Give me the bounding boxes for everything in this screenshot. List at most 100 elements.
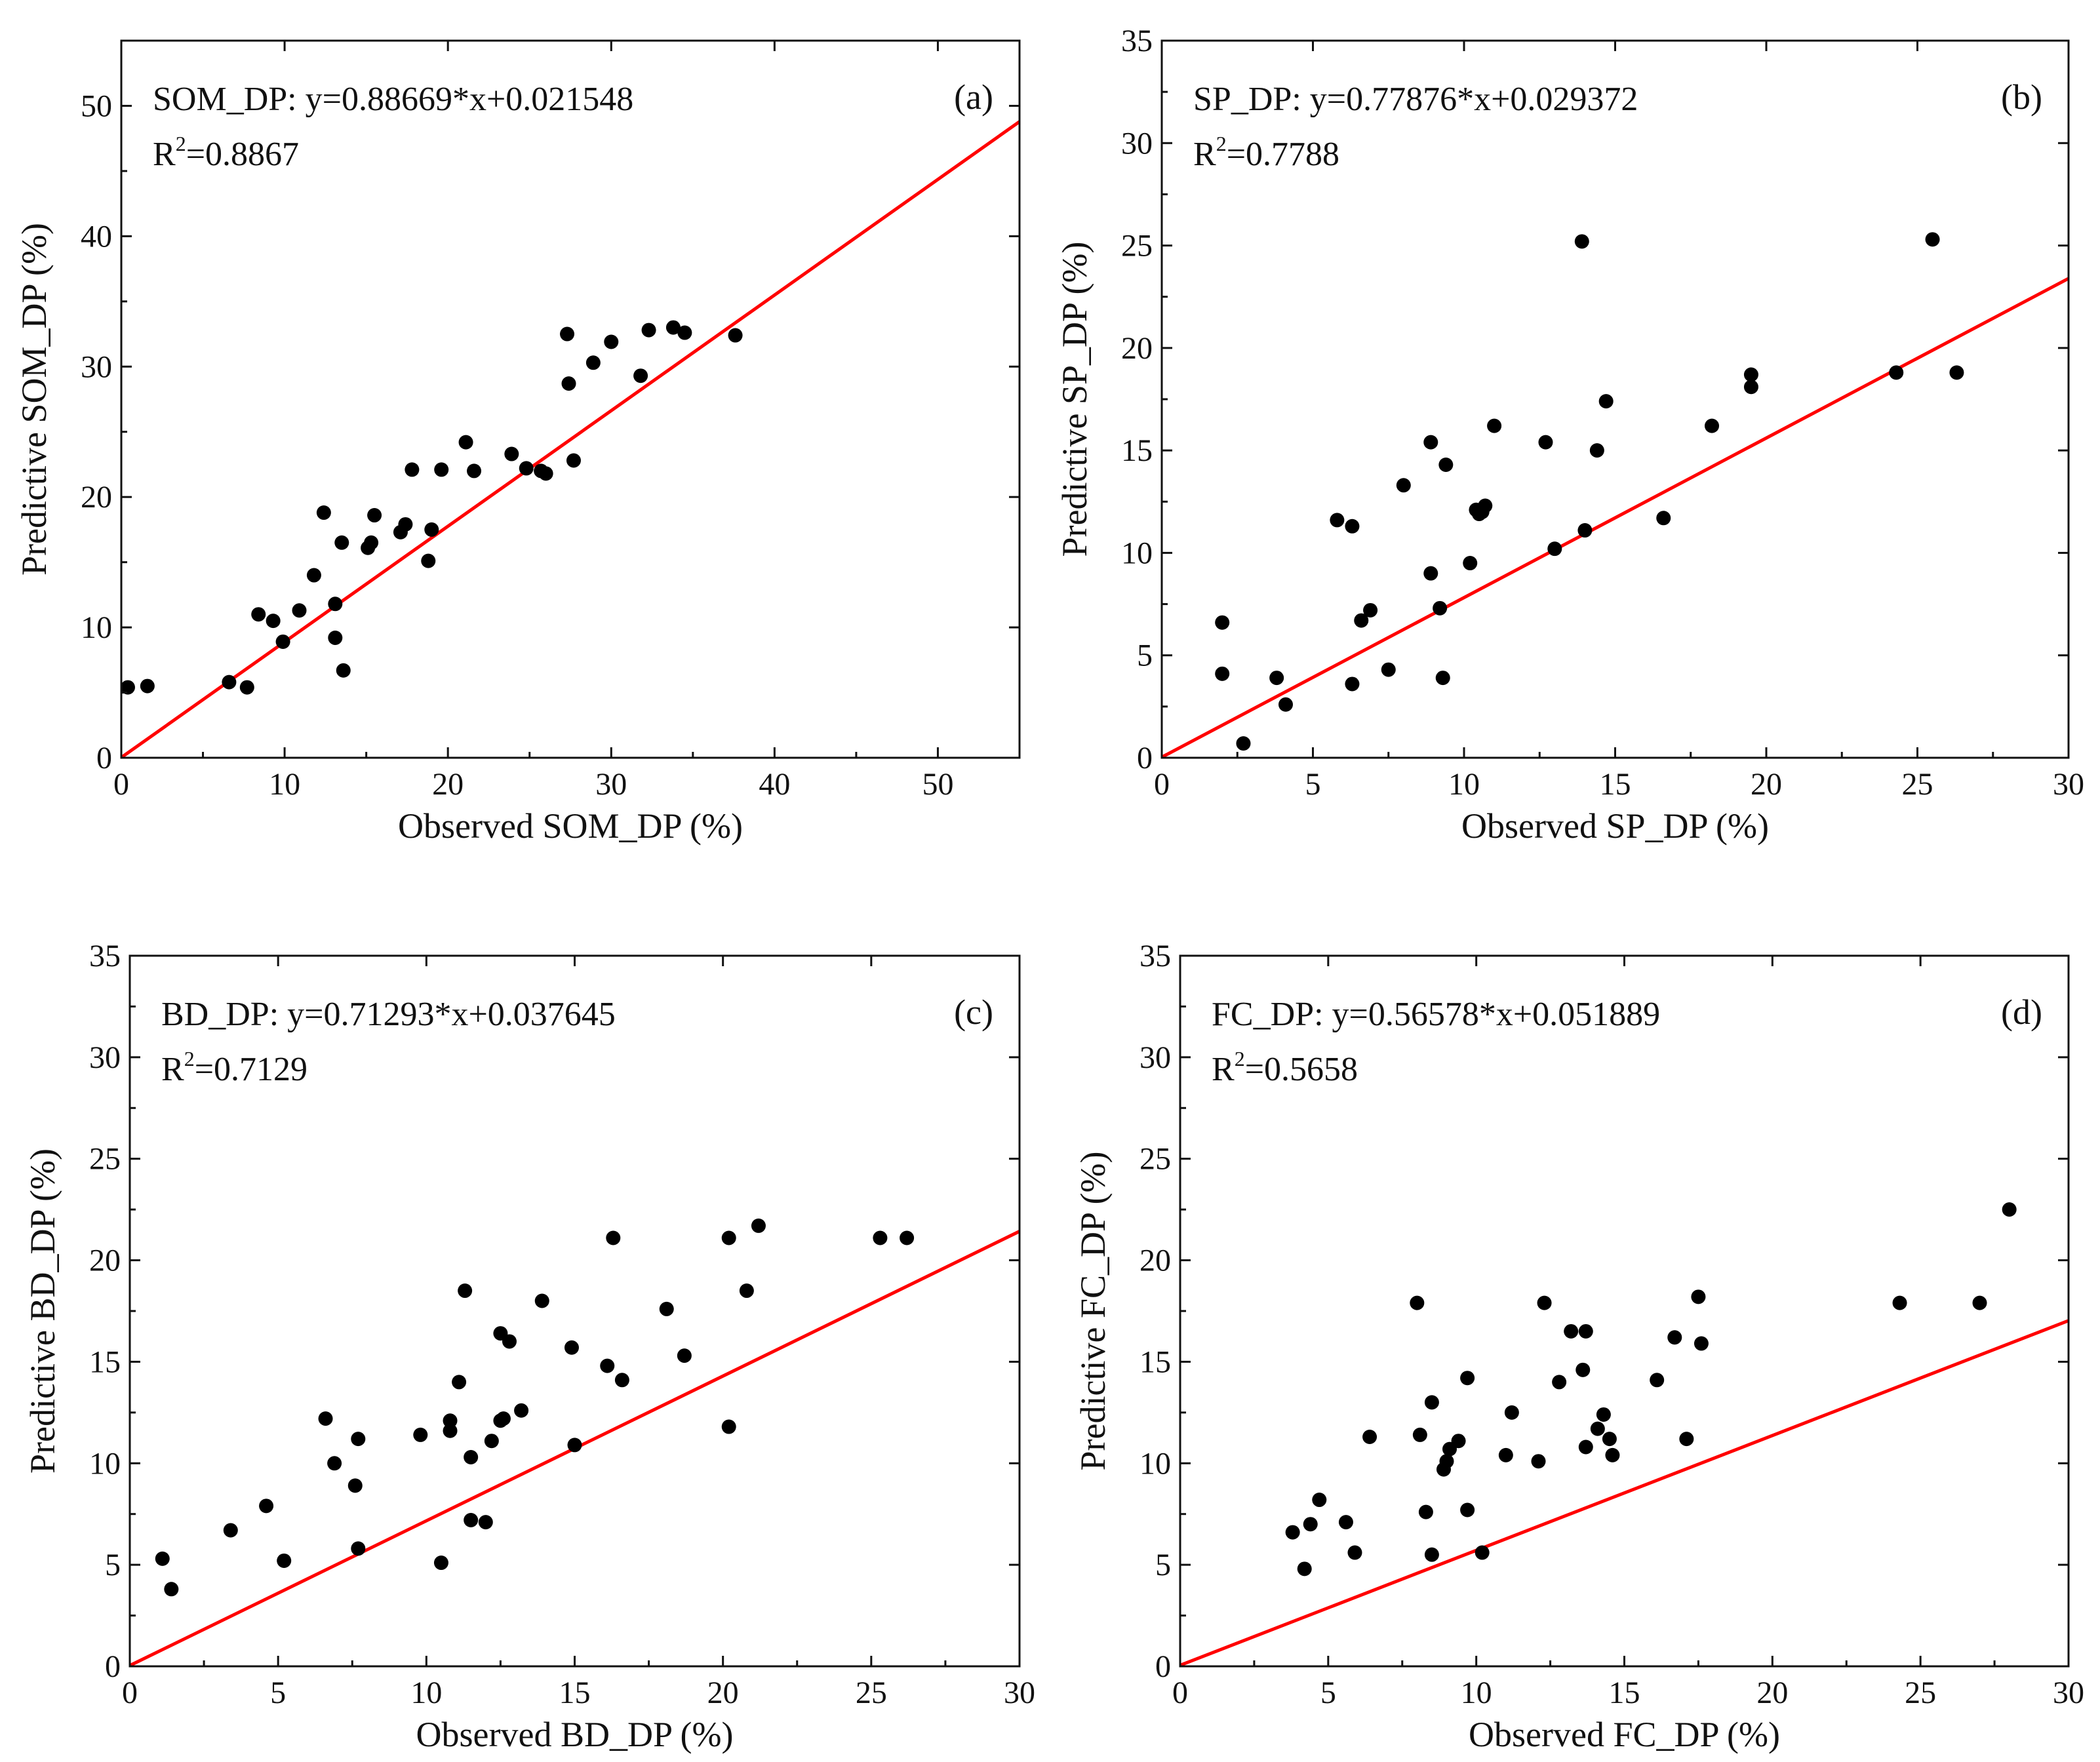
data-point — [1418, 1504, 1433, 1519]
data-point — [1236, 736, 1251, 751]
data-point — [1656, 511, 1671, 526]
regression-equation: FC_DP: y=0.56578*x+0.051889 — [1212, 996, 1660, 1033]
data-point — [1667, 1330, 1682, 1345]
data-point — [1596, 1407, 1611, 1422]
data-point — [421, 553, 436, 568]
data-point — [641, 323, 656, 338]
data-point — [120, 680, 135, 695]
data-point — [1338, 1515, 1353, 1530]
data-point — [1705, 418, 1720, 433]
data-point — [367, 508, 382, 523]
data-point — [434, 462, 449, 477]
data-point — [1381, 662, 1396, 677]
data-point — [164, 1582, 179, 1597]
data-point — [1475, 1545, 1490, 1560]
x-tick-label: 10 — [269, 767, 300, 802]
data-point — [458, 1283, 473, 1299]
r-squared-value: =0.5658 — [1245, 1051, 1358, 1088]
data-point — [1363, 602, 1378, 617]
y-tick-label: 35 — [1121, 24, 1153, 58]
data-point — [1602, 1432, 1617, 1447]
data-point — [364, 535, 379, 550]
data-point — [1538, 435, 1553, 450]
y-tick-label: 0 — [96, 741, 112, 775]
x-tick-label: 25 — [1902, 767, 1933, 802]
data-point — [1694, 1336, 1709, 1351]
data-point — [873, 1230, 888, 1245]
y-tick-label: 25 — [1121, 229, 1153, 264]
data-point — [443, 1423, 458, 1438]
r-squared-sup: 2 — [184, 1047, 195, 1070]
r-squared-sup: 2 — [176, 132, 186, 155]
data-point — [721, 1230, 736, 1245]
data-point — [328, 631, 343, 646]
data-point — [519, 461, 534, 476]
data-point — [1435, 671, 1450, 686]
x-tick-label: 40 — [759, 767, 790, 802]
y-axis-label: Predictive SOM_DP (%) — [14, 223, 54, 576]
r-squared-value: =0.7129 — [195, 1051, 307, 1088]
data-point — [334, 535, 349, 550]
data-point — [443, 1413, 458, 1428]
x-tick-label: 20 — [707, 1675, 739, 1710]
data-point — [1285, 1525, 1300, 1540]
y-axis-label: Predictive SP_DP (%) — [1055, 242, 1094, 557]
data-point — [316, 505, 331, 520]
data-point — [398, 517, 413, 532]
data-point — [155, 1551, 170, 1566]
y-tick-label: 30 — [89, 1040, 121, 1075]
y-tick-label: 10 — [1139, 1446, 1171, 1481]
r-squared: R2=0.8867 — [153, 132, 299, 173]
data-point — [502, 1334, 517, 1349]
data-point — [677, 325, 692, 340]
data-point — [1460, 1502, 1475, 1517]
regression-equation: BD_DP: y=0.71293*x+0.037645 — [161, 996, 616, 1033]
data-point — [1424, 1547, 1439, 1562]
data-point — [424, 522, 439, 537]
data-point — [1972, 1295, 1987, 1310]
data-point — [292, 603, 307, 618]
data-point — [1215, 666, 1230, 681]
plot-frame — [120, 39, 1021, 759]
y-axis-label: Predictive FC_DP (%) — [1073, 1152, 1113, 1471]
x-axis-label: Observed SOM_DP (%) — [398, 806, 743, 846]
data-point — [1577, 523, 1593, 538]
r-squared-sup: 2 — [1216, 132, 1227, 155]
x-tick-label: 30 — [2053, 767, 2084, 802]
x-tick-label: 20 — [1756, 1675, 1788, 1710]
data-point — [606, 1230, 621, 1245]
data-point — [1590, 1421, 1605, 1436]
y-tick-label: 25 — [1139, 1142, 1171, 1177]
y-tick-label: 35 — [89, 939, 121, 973]
panel-label: (c) — [954, 992, 993, 1032]
data-point — [1478, 498, 1493, 513]
r-squared: R2=0.5658 — [1212, 1047, 1358, 1088]
data-point — [1575, 1362, 1591, 1377]
data-point — [239, 680, 254, 695]
data-point — [1297, 1561, 1312, 1576]
data-point — [351, 1541, 366, 1556]
data-point — [251, 607, 266, 622]
data-point — [2002, 1202, 2017, 1217]
data-point — [1396, 478, 1411, 493]
data-point — [1498, 1447, 1513, 1462]
data-point — [585, 355, 601, 370]
data-point — [1438, 458, 1454, 473]
data-point — [1423, 566, 1438, 581]
data-point — [1412, 1427, 1427, 1442]
data-point — [1537, 1295, 1552, 1310]
regression-equation: SP_DP: y=0.77876*x+0.029372 — [1193, 81, 1638, 118]
x-tick-label: 30 — [2053, 1675, 2084, 1710]
x-tick-label: 30 — [595, 767, 627, 802]
data-point — [1679, 1432, 1694, 1447]
data-point — [140, 678, 155, 694]
panel-label: (b) — [2001, 77, 2042, 117]
y-tick-label: 0 — [1155, 1649, 1171, 1684]
x-tick-label: 20 — [432, 767, 464, 802]
data-point — [1892, 1295, 1907, 1310]
y-tick-label: 10 — [89, 1446, 121, 1481]
data-point — [721, 1419, 736, 1434]
r-squared: R2=0.7788 — [1193, 132, 1339, 173]
data-point — [751, 1218, 766, 1233]
y-tick-label: 5 — [105, 1548, 121, 1582]
